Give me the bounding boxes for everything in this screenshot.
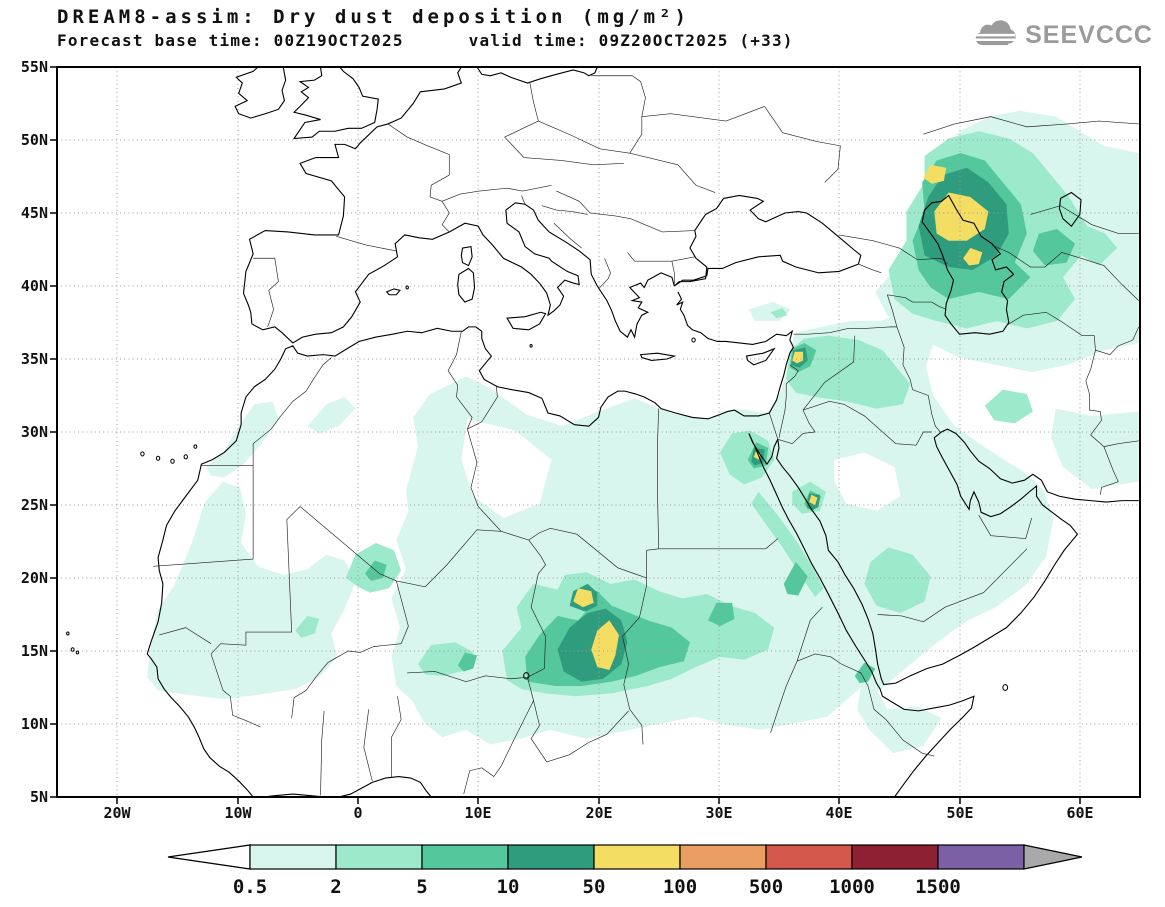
colorbar-segment	[421, 844, 509, 870]
colorbar-segment	[937, 844, 1025, 870]
map-lines-layer	[67, 67, 1139, 800]
colorbar-segment	[851, 844, 939, 870]
colorbar-label: 100	[663, 876, 697, 898]
lat-tick-label: 40N	[21, 277, 48, 295]
lon-tick-label: 10W	[224, 804, 252, 822]
colorbar-segment	[593, 844, 681, 870]
x-axis-labels: 20W 10W 0 10E 20E 30E 40E 50E 60E	[103, 804, 1093, 822]
lon-tick-label: 40E	[825, 804, 852, 822]
colorbar-label: 1500	[915, 876, 961, 898]
dust-shading-layer	[147, 110, 1139, 754]
colorbar-label: 0.5	[233, 876, 267, 898]
lat-tick-label: 25N	[21, 496, 48, 514]
colorbar-label: 10	[497, 876, 520, 898]
lon-tick-label: 20W	[103, 804, 131, 822]
dust-clear-gaps	[461, 418, 901, 519]
colorbar-segment	[507, 844, 595, 870]
lon-tick-label: 0	[353, 804, 362, 822]
country-borders	[153, 76, 1139, 796]
lat-tick-label: 35N	[21, 350, 48, 368]
map-title: DREAM8-assim: Dry dust deposition (mg/m²…	[57, 6, 690, 28]
lat-tick-label: 20N	[21, 569, 48, 587]
colorbar-segment	[765, 844, 853, 870]
logo-text: SEEVCCC	[1025, 20, 1153, 49]
colorbar-segment	[335, 844, 423, 870]
lon-tick-label: 30E	[705, 804, 732, 822]
lat-tick-label: 15N	[21, 642, 48, 660]
coastlines	[67, 67, 1139, 800]
colorbar-label: 2	[330, 876, 341, 898]
colorbar-label: 5	[416, 876, 427, 898]
lon-tick-label: 50E	[946, 804, 973, 822]
lon-tick-label: 10E	[464, 804, 491, 822]
colorbar-segment	[679, 844, 767, 870]
colorbar-label: 1000	[829, 876, 875, 898]
y-axis-labels: 55N 50N 45N 40N 35N 30N 25N 20N 15N 10N …	[21, 58, 48, 806]
colorbar: 0.5 2 5 10 50 100 500 1000 1500	[167, 844, 1083, 898]
lat-tick-label: 45N	[21, 204, 48, 222]
colorbar-label: 50	[583, 876, 606, 898]
lon-tick-label: 60E	[1066, 804, 1093, 822]
colorbar-arrow-left	[167, 844, 251, 870]
lat-tick-label: 5N	[30, 788, 48, 806]
lat-tick-label: 30N	[21, 423, 48, 441]
colorbar-label: 500	[749, 876, 783, 898]
axis-ticks	[50, 66, 1081, 804]
lon-tick-label: 20E	[585, 804, 612, 822]
forecast-times: Forecast base time: 00Z19OCT2025 valid t…	[57, 31, 794, 50]
lat-tick-label: 55N	[21, 58, 48, 76]
seevccc-logo: SEEVCCC	[972, 18, 1153, 52]
lat-tick-label: 50N	[21, 131, 48, 149]
cloud-icon	[972, 18, 1018, 52]
colorbar-arrow-right	[1023, 844, 1083, 870]
lat-tick-label: 10N	[21, 715, 48, 733]
colorbar-segment	[249, 844, 337, 870]
